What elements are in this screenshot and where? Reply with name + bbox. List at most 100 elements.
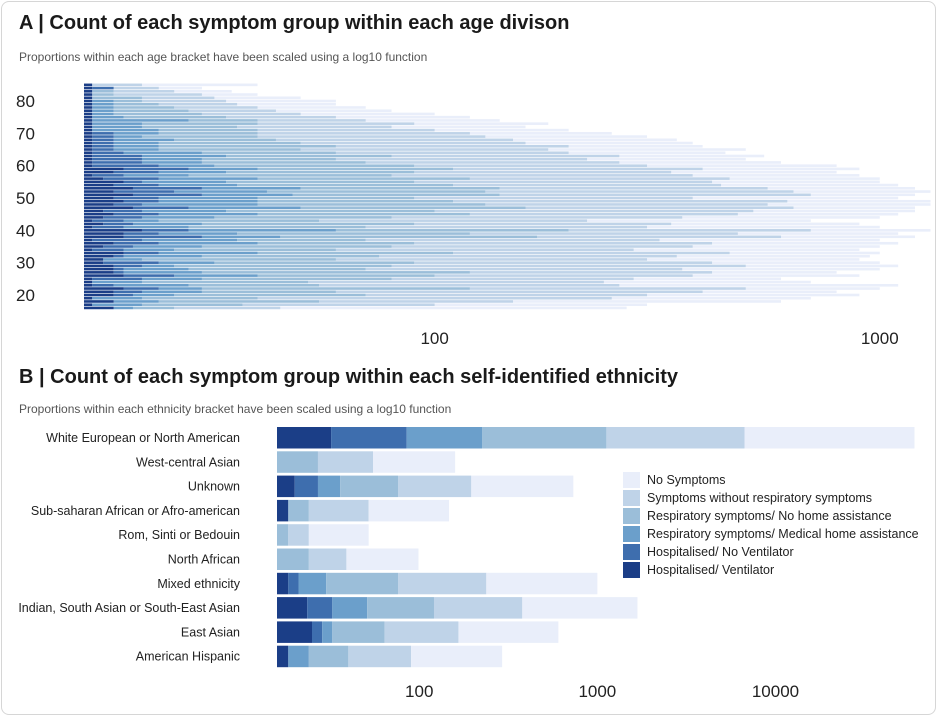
bar-segment-age-26-0 bbox=[84, 274, 124, 277]
bar-segment-age-49-3 bbox=[257, 199, 454, 203]
bar-segment-age-68-5 bbox=[513, 138, 677, 142]
bar-segment-age-51-4 bbox=[499, 193, 811, 197]
bar-segment-age-60-2 bbox=[158, 164, 215, 167]
bar-segment-age-60-1 bbox=[92, 164, 159, 167]
category-label: White European or North American bbox=[46, 431, 240, 445]
bar-segment-age-79-3 bbox=[113, 102, 159, 106]
legend-swatch bbox=[623, 526, 640, 542]
bar-segment-age-53-0 bbox=[84, 187, 133, 190]
bar-segment-5-5 bbox=[346, 548, 419, 570]
bar-segment-age-31-2 bbox=[103, 258, 142, 261]
bar-segment-age-71-0 bbox=[84, 128, 93, 132]
bar-segment-age-72-5 bbox=[391, 125, 526, 129]
bar-segment-age-25-5 bbox=[633, 277, 782, 281]
bar-segment-age-22-1 bbox=[123, 287, 159, 290]
bar-segment-age-58-4 bbox=[414, 170, 672, 174]
bar-segment-age-41-4 bbox=[365, 225, 648, 229]
bar-segment-age-19-2 bbox=[92, 296, 142, 300]
bar-segment-age-44-1 bbox=[103, 216, 142, 219]
bar-segment-age-28-5 bbox=[682, 267, 880, 271]
panel-a-subtitle: Proportions within each age bracket have… bbox=[19, 50, 428, 64]
bar-segment-age-32-3 bbox=[201, 254, 380, 258]
bar-segment-age-41-0 bbox=[84, 225, 93, 229]
bar-segment-age-53-1 bbox=[132, 187, 202, 190]
bar-segment-age-61-1 bbox=[92, 161, 142, 164]
bar-segment-9-4 bbox=[348, 645, 412, 668]
category-label: Mixed ethnicity bbox=[157, 577, 240, 591]
bar-segment-age-19-0 bbox=[84, 296, 93, 300]
bar-segment-age-43-3 bbox=[158, 219, 320, 222]
bar-segment-age-41-5 bbox=[647, 225, 880, 229]
bar-segment-age-47-4 bbox=[525, 206, 794, 210]
bar-segment-age-59-0 bbox=[84, 167, 124, 171]
bar-segment-age-67-1 bbox=[92, 141, 114, 145]
bar-segment-age-79-4 bbox=[158, 102, 238, 106]
bar-segment-age-17-2 bbox=[92, 303, 142, 306]
bar-segment-age-47-1 bbox=[132, 206, 189, 210]
bar-segment-age-50-5 bbox=[692, 196, 899, 200]
bar-segment-age-68-4 bbox=[275, 138, 514, 142]
bar-segment-age-73-3 bbox=[141, 122, 258, 125]
bar-segment-age-56-4 bbox=[469, 177, 730, 180]
bar-segment-age-56-0 bbox=[84, 177, 104, 180]
bar-segment-age-46-3 bbox=[226, 209, 435, 213]
bar-segment-age-63-2 bbox=[141, 154, 227, 158]
bar-segment-age-52-1 bbox=[113, 190, 175, 193]
bar-segment-age-37-2 bbox=[141, 238, 238, 242]
bar-segment-age-31-4 bbox=[335, 258, 648, 261]
bar-segment-age-63-3 bbox=[226, 154, 392, 158]
bar-segment-age-21-5 bbox=[702, 290, 837, 294]
bar-segment-age-18-3 bbox=[158, 300, 320, 303]
bar-segment-age-36-5 bbox=[712, 241, 899, 245]
bar-segment-age-53-3 bbox=[300, 187, 500, 190]
bar-segment-age-64-5 bbox=[568, 151, 726, 155]
bar-segment-age-17-5 bbox=[434, 303, 648, 306]
bar-segment-age-70-3 bbox=[158, 132, 258, 135]
bar-segment-age-24-5 bbox=[603, 280, 811, 284]
bar-segment-age-74-3 bbox=[188, 119, 258, 122]
bar-segment-age-39-2 bbox=[158, 232, 238, 235]
bar-segment-age-78-0 bbox=[84, 106, 93, 109]
bar-segment-age-43-2 bbox=[123, 219, 159, 222]
bar-segment-age-53-2 bbox=[201, 187, 301, 190]
bar-segment-age-37-5 bbox=[659, 238, 880, 242]
bar-segment-age-45-1 bbox=[113, 212, 159, 216]
bar-segment-age-20-2 bbox=[132, 293, 175, 297]
bar-segment-6-1 bbox=[288, 572, 299, 595]
bar-segment-age-74-2 bbox=[92, 119, 189, 122]
bar-segment-age-83-5 bbox=[174, 90, 232, 93]
bar-segment-age-20-4 bbox=[365, 293, 648, 297]
bar-segment-age-37-3 bbox=[237, 238, 366, 242]
bar-segment-age-79-2 bbox=[92, 102, 114, 106]
bar-segment-age-31-3 bbox=[141, 258, 336, 261]
bar-segment-age-40-4 bbox=[568, 229, 811, 232]
bar-segment-age-43-0 bbox=[84, 219, 93, 222]
bar-segment-age-35-0 bbox=[84, 245, 104, 248]
bar-segment-age-56-1 bbox=[103, 177, 159, 180]
bar-segment-age-39-1 bbox=[123, 232, 159, 235]
bar-segment-age-16-2 bbox=[113, 306, 133, 310]
bar-segment-age-34-3 bbox=[174, 248, 336, 252]
bar-segment-age-74-4 bbox=[257, 119, 366, 122]
bar-segment-age-33-2 bbox=[158, 251, 258, 255]
bar-segment-age-73-4 bbox=[257, 122, 415, 125]
bar-segment-age-67-3 bbox=[158, 141, 301, 145]
bar-segment-age-59-4 bbox=[453, 167, 703, 171]
bar-segment-age-70-5 bbox=[469, 132, 612, 135]
bar-segment-age-81-0 bbox=[84, 96, 93, 100]
bar-segment-age-16-0 bbox=[84, 306, 114, 310]
bar-segment-age-40-0 bbox=[84, 229, 142, 232]
bar-segment-age-43-4 bbox=[319, 219, 588, 222]
bar-segment-age-44-4 bbox=[391, 216, 683, 219]
bar-segment-2-1 bbox=[294, 475, 318, 498]
bar-segment-age-63-1 bbox=[92, 154, 142, 158]
bar-segment-age-30-4 bbox=[414, 261, 713, 264]
bar-segment-age-17-3 bbox=[141, 303, 243, 306]
bar-segment-age-71-3 bbox=[158, 128, 258, 132]
bar-segment-age-79-0 bbox=[84, 102, 93, 106]
bar-segment-age-29-5 bbox=[745, 264, 899, 268]
bar-segment-3-4 bbox=[308, 499, 369, 522]
bar-segment-age-75-4 bbox=[226, 115, 336, 119]
bar-segment-age-29-4 bbox=[391, 264, 746, 268]
bar-segment-age-70-0 bbox=[84, 132, 93, 135]
